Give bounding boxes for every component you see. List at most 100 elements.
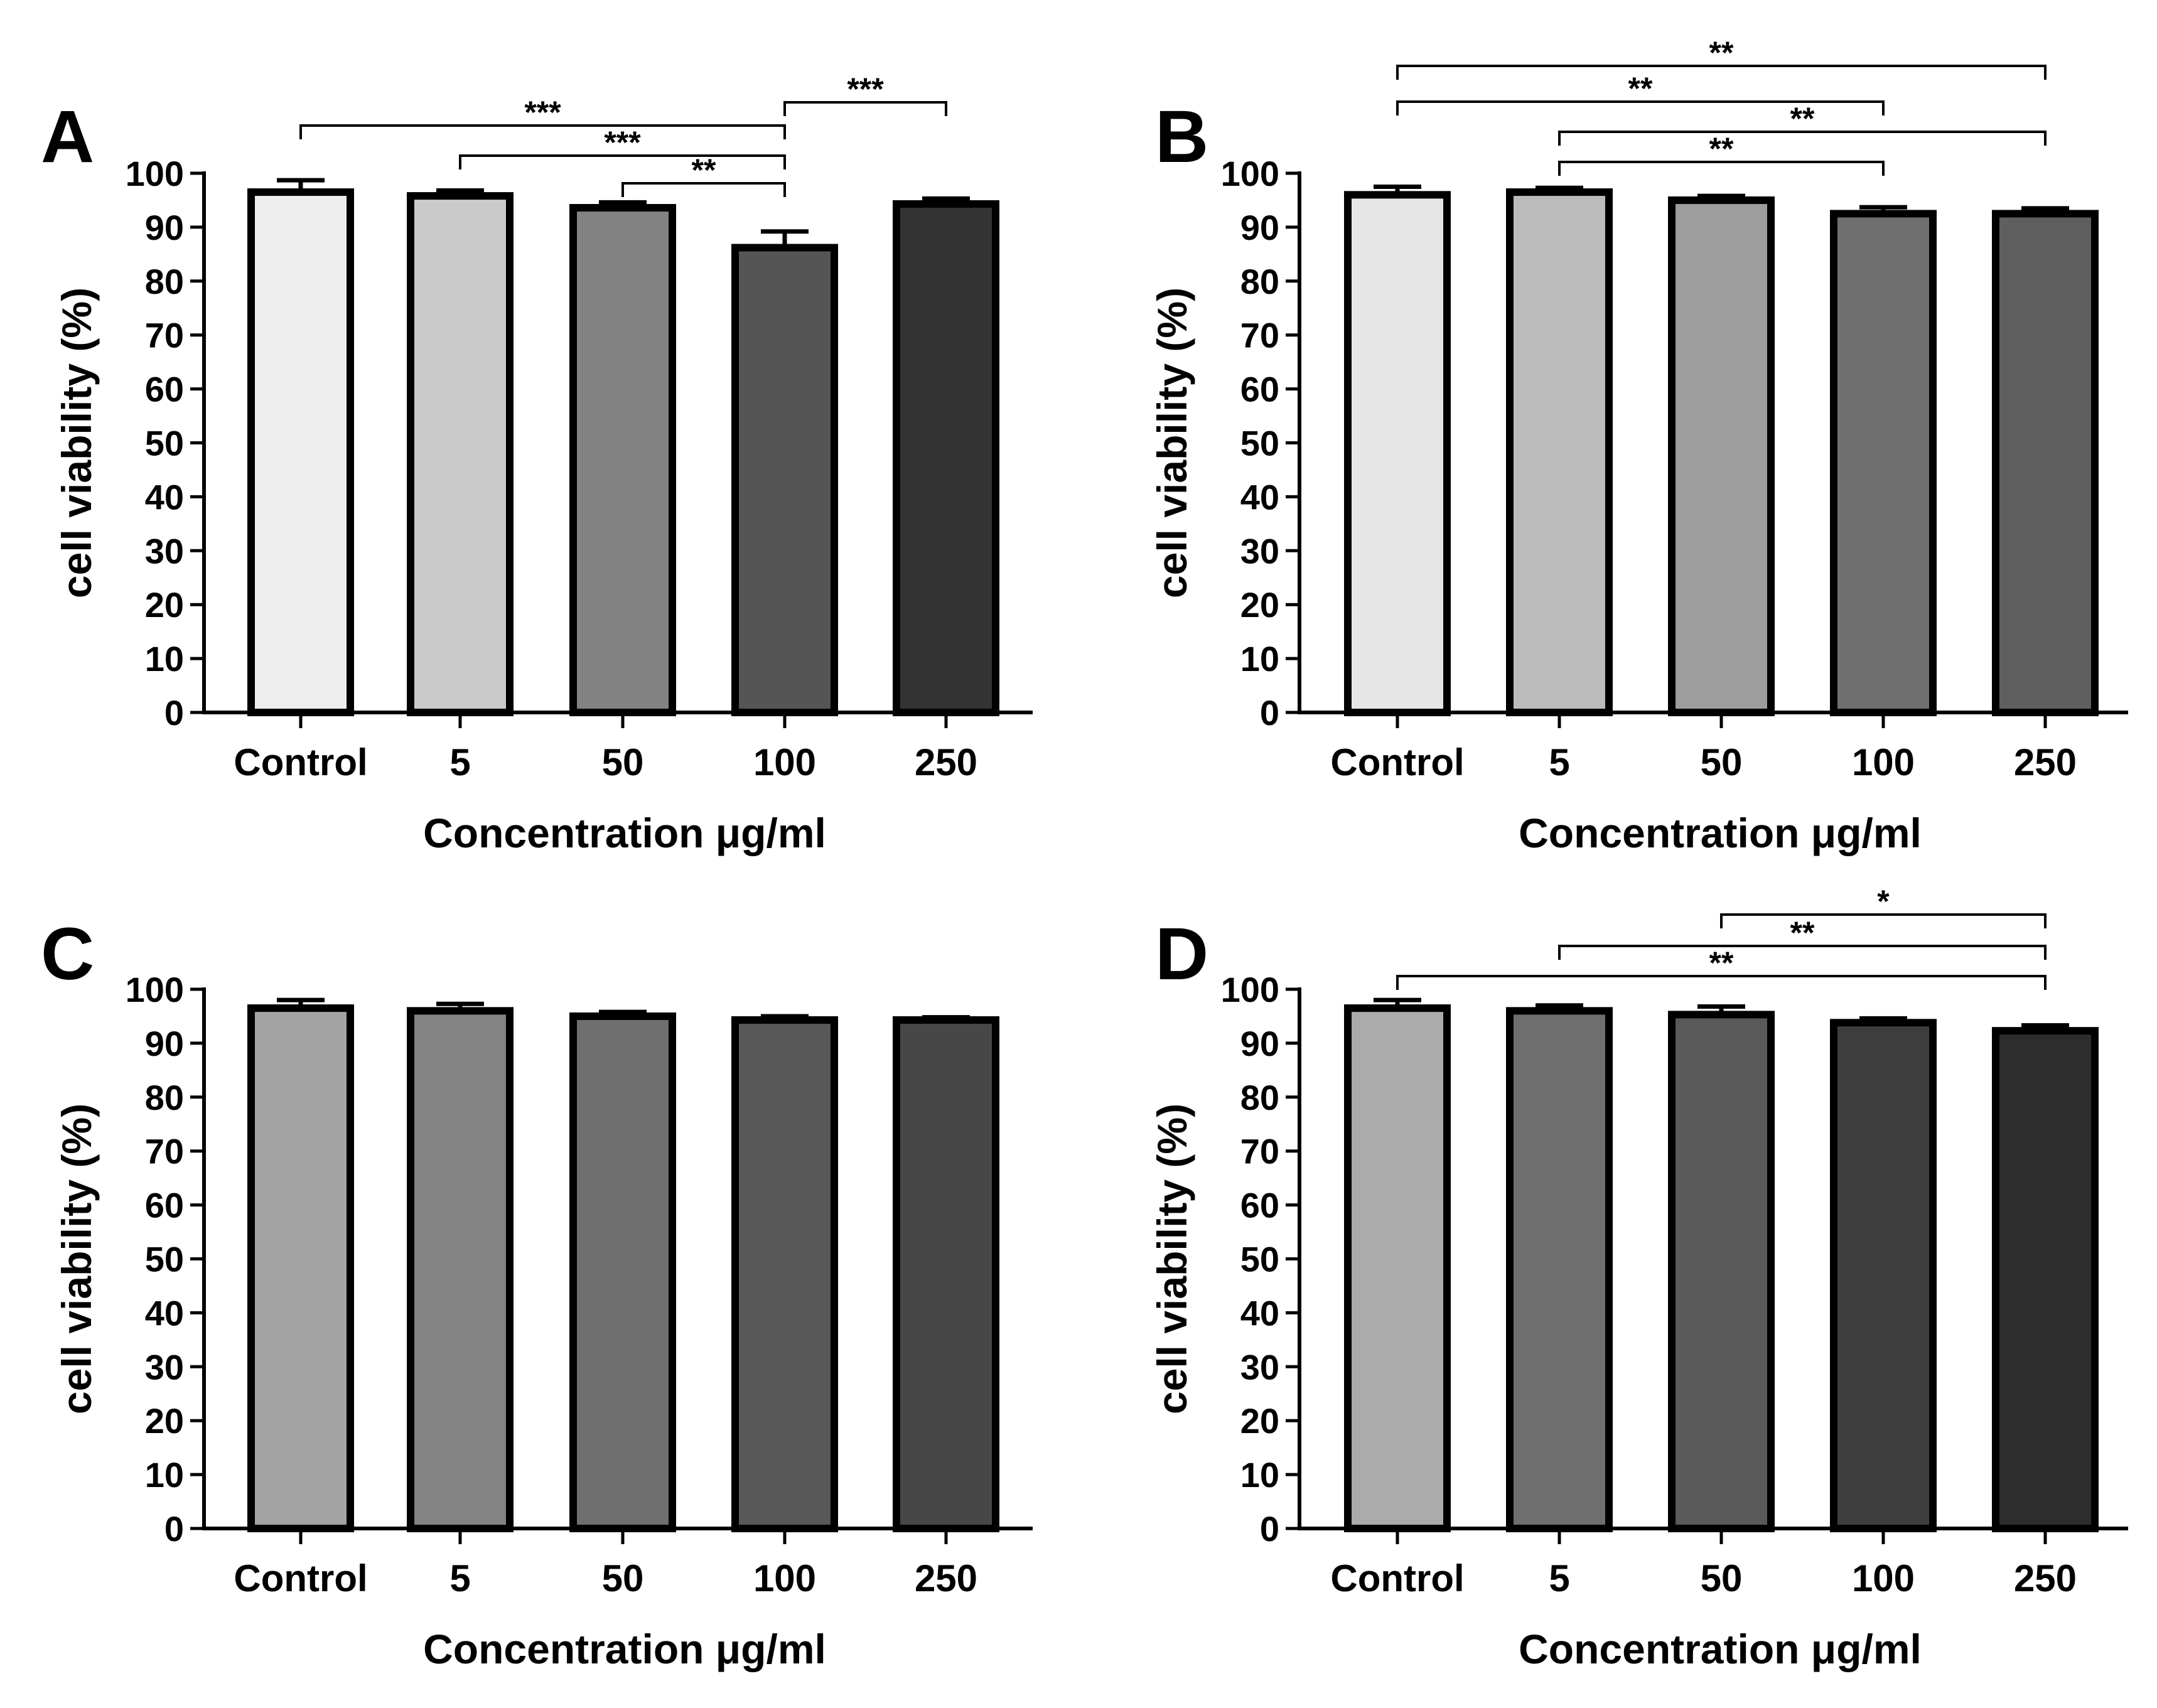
bar-50 xyxy=(1668,196,1775,716)
x-category-label: 100 xyxy=(753,741,816,783)
significance-bracket xyxy=(1558,161,1885,176)
significance-bracket xyxy=(299,124,786,139)
y-tick-label: 90 xyxy=(1240,208,1279,247)
y-tick-label: 10 xyxy=(1240,1455,1279,1495)
y-tick-label: 10 xyxy=(1240,639,1279,679)
bar-control xyxy=(1344,1004,1451,1532)
significance-label: ** xyxy=(1628,71,1653,106)
significance-bracket xyxy=(621,182,786,197)
y-tick-label: 70 xyxy=(1240,1132,1279,1171)
y-tick-label: 50 xyxy=(1240,1240,1279,1279)
y-tick-label: 100 xyxy=(1221,154,1279,193)
y-tick-label: 80 xyxy=(145,262,184,301)
x-category-label: Control xyxy=(234,1557,367,1599)
x-category-label: 5 xyxy=(449,741,470,783)
x-axis-title: Concentration μg/ml xyxy=(423,810,826,856)
x-axis-title: Concentration μg/ml xyxy=(1519,1626,1922,1672)
x-category-label: Control xyxy=(234,741,367,783)
x-axis-title: Concentration μg/ml xyxy=(423,1626,826,1672)
significance-bracket xyxy=(1558,945,2047,960)
x-category-label: 5 xyxy=(1549,741,1569,783)
bar-control xyxy=(1344,191,1451,716)
y-tick-label: 10 xyxy=(145,1455,184,1495)
y-tick-label: 70 xyxy=(1240,316,1279,355)
y-tick-label: 20 xyxy=(145,585,184,625)
y-tick-label: 30 xyxy=(1240,1347,1279,1387)
y-axis-title: cell viability (%) xyxy=(53,287,100,598)
x-category-label: Control xyxy=(1330,741,1464,783)
x-category-label: 250 xyxy=(915,741,977,783)
significance-label: ** xyxy=(1790,101,1815,136)
panel-letter: C xyxy=(41,913,94,996)
y-tick-label: 60 xyxy=(1240,370,1279,409)
x-category-label: 100 xyxy=(753,1557,816,1599)
y-tick-label: 0 xyxy=(164,693,184,733)
bar-100 xyxy=(1830,210,1937,716)
significance-bracket xyxy=(459,154,786,169)
panel-letter: B xyxy=(1155,95,1208,178)
x-category-label: 250 xyxy=(915,1557,977,1599)
bar-100 xyxy=(731,244,838,716)
significance-bracket xyxy=(1720,913,2047,928)
bar-5 xyxy=(1506,1007,1613,1532)
y-tick-label: 40 xyxy=(145,1293,184,1333)
bar-control xyxy=(247,1004,354,1532)
significance-bracket xyxy=(1396,100,1885,115)
y-tick-label: 90 xyxy=(145,208,184,247)
bar-50 xyxy=(569,1012,676,1532)
y-tick-label: 90 xyxy=(1240,1024,1279,1063)
significance-label: *** xyxy=(847,72,884,107)
bar-control xyxy=(247,188,354,716)
significance-label: ** xyxy=(692,153,716,188)
y-axis-title: cell viability (%) xyxy=(53,1104,100,1414)
y-tick-label: 60 xyxy=(145,1186,184,1225)
y-tick-label: 80 xyxy=(145,1078,184,1117)
y-tick-label: 80 xyxy=(1240,262,1279,301)
y-tick-label: 90 xyxy=(145,1024,184,1063)
y-tick-label: 30 xyxy=(145,531,184,571)
y-tick-label: 50 xyxy=(145,1240,184,1279)
y-tick-label: 40 xyxy=(1240,477,1279,517)
y-tick-label: 100 xyxy=(1221,970,1279,1009)
x-category-label: 5 xyxy=(449,1557,470,1599)
significance-label: ** xyxy=(1709,945,1734,980)
y-tick-label: 70 xyxy=(145,1132,184,1171)
y-tick-label: 30 xyxy=(145,1347,184,1387)
y-tick-label: 30 xyxy=(1240,531,1279,571)
significance-label: ** xyxy=(1790,915,1815,950)
significance-label: *** xyxy=(524,95,561,130)
y-tick-label: 0 xyxy=(1260,1509,1279,1549)
x-category-label: 100 xyxy=(1852,741,1915,783)
x-category-label: 100 xyxy=(1852,1557,1915,1599)
x-category-label: 50 xyxy=(1701,741,1743,783)
significance-label: *** xyxy=(604,125,641,160)
x-category-label: 50 xyxy=(602,1557,644,1599)
bar-100 xyxy=(731,1016,838,1532)
y-tick-label: 80 xyxy=(1240,1078,1279,1117)
significance-bracket xyxy=(1396,975,2047,990)
bar-5 xyxy=(1506,188,1613,716)
y-tick-label: 0 xyxy=(1260,693,1279,733)
panel-letter: A xyxy=(41,95,94,178)
x-category-label: 250 xyxy=(2014,741,2077,783)
bar-250 xyxy=(893,200,999,716)
x-category-label: 50 xyxy=(1701,1557,1743,1599)
panel-letter: D xyxy=(1155,913,1208,996)
x-category-label: 250 xyxy=(2014,1557,2077,1599)
y-tick-label: 40 xyxy=(145,477,184,517)
significance-bracket xyxy=(783,101,947,116)
bar-5 xyxy=(407,1007,514,1532)
bar-50 xyxy=(1668,1011,1775,1533)
bar-250 xyxy=(893,1016,999,1532)
y-tick-label: 50 xyxy=(145,424,184,463)
bar-5 xyxy=(407,192,514,716)
x-category-label: 50 xyxy=(602,741,644,783)
y-tick-label: 60 xyxy=(1240,1186,1279,1225)
x-category-label: 5 xyxy=(1549,1557,1569,1599)
